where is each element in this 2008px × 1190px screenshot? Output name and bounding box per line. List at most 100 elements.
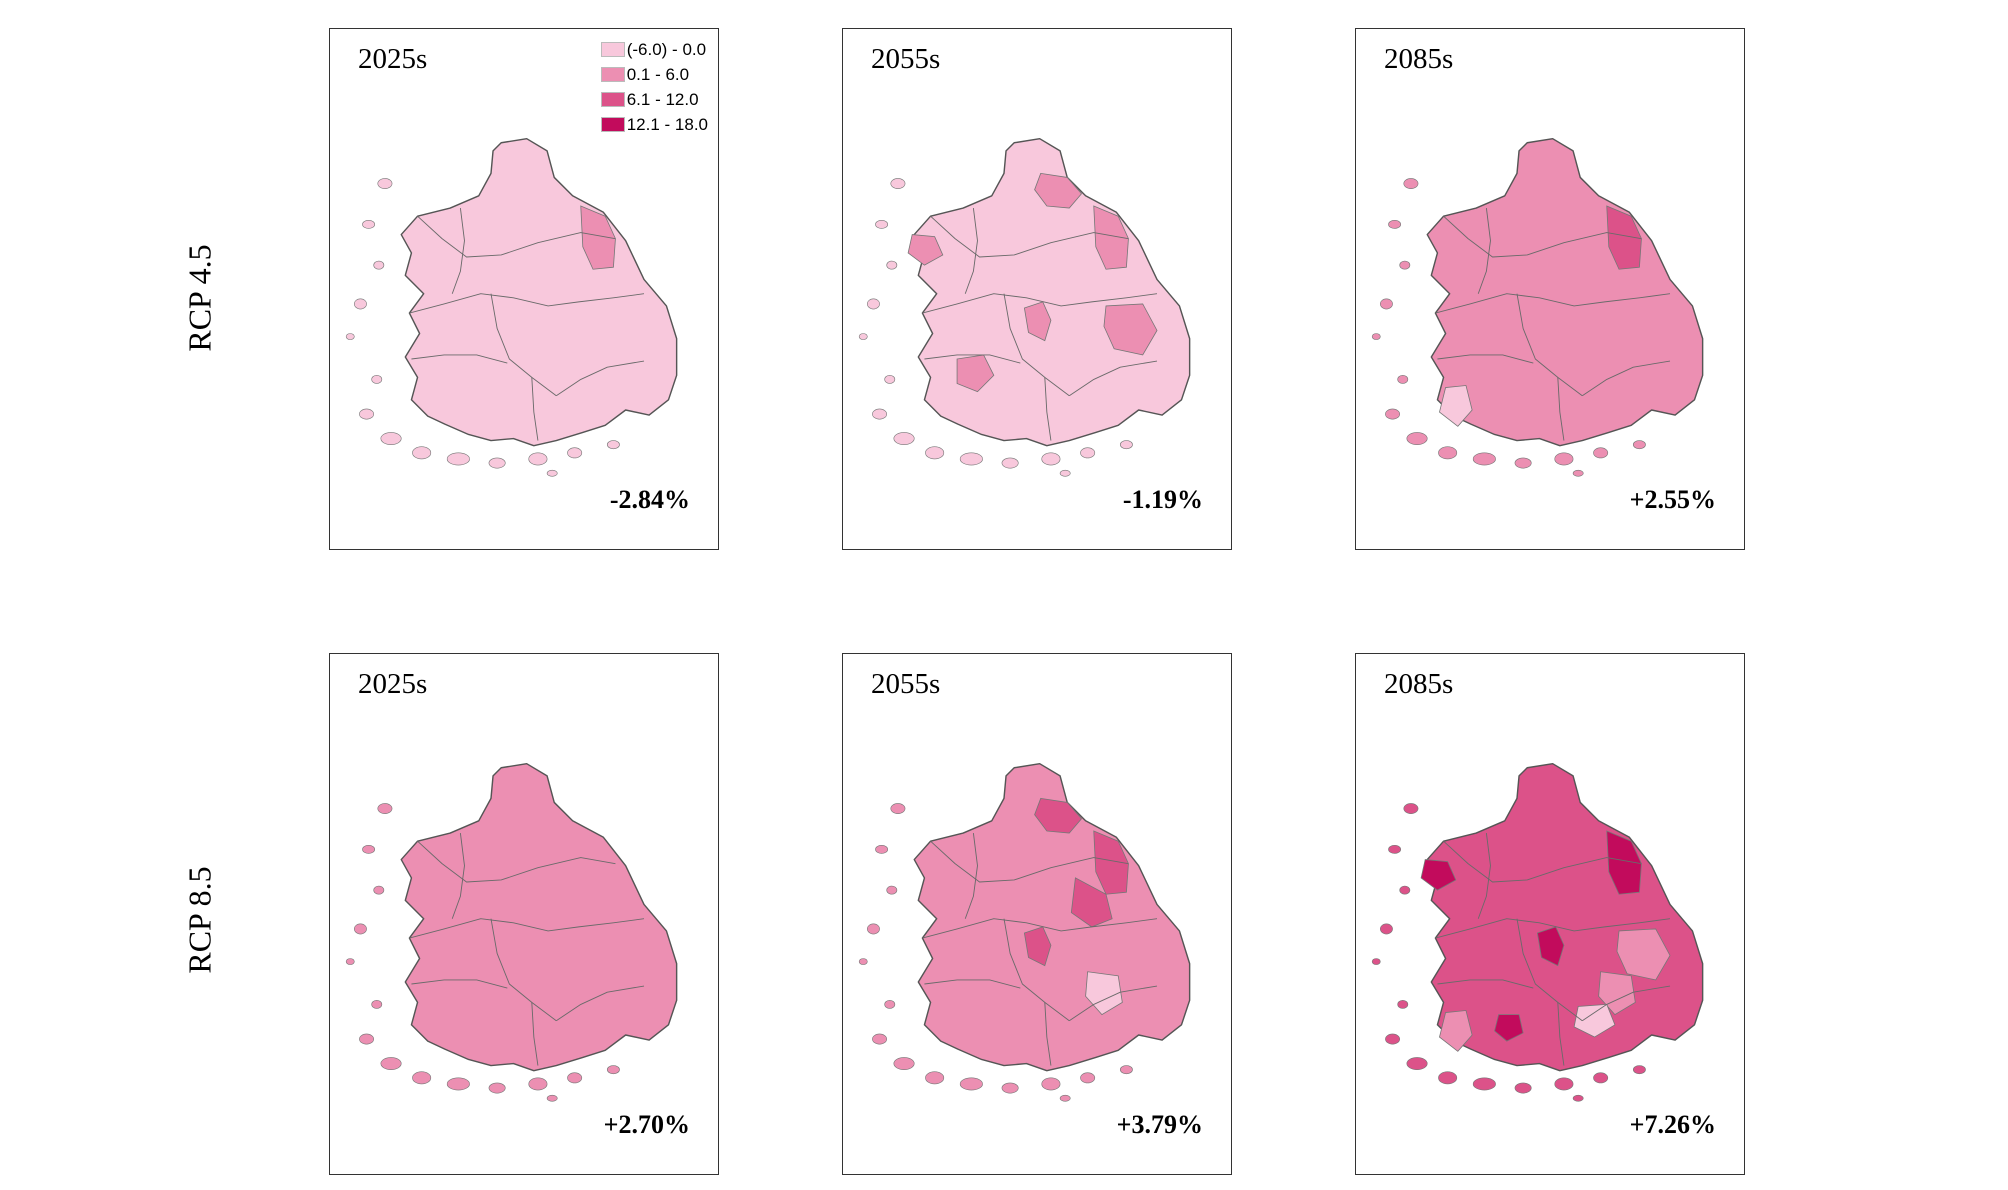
legend-label: (-6.0) - 0.0 xyxy=(626,39,707,59)
region-gangwon-east xyxy=(1093,205,1129,270)
island xyxy=(1399,885,1411,895)
province-border xyxy=(417,840,616,883)
island xyxy=(1632,440,1646,450)
island xyxy=(925,446,945,460)
island xyxy=(1119,440,1133,450)
map-panel-rcp45-2085s: 2085s +2.55% xyxy=(1355,28,1745,550)
island xyxy=(354,298,367,310)
region-gangwon-east xyxy=(1606,830,1642,895)
island xyxy=(1572,469,1584,477)
province-border xyxy=(1435,918,1671,939)
legend-label: 0.1 - 6.0 xyxy=(626,64,690,84)
island xyxy=(488,457,506,469)
province-border xyxy=(1477,207,1491,294)
region-jeonnam-west xyxy=(1439,1010,1473,1052)
province-border xyxy=(1516,293,1583,397)
island xyxy=(1593,447,1609,459)
island xyxy=(884,1000,896,1009)
island xyxy=(893,1057,915,1070)
province-border xyxy=(924,354,1021,364)
province-border xyxy=(411,979,508,989)
legend-item: 6.1 - 12.0 xyxy=(600,87,708,112)
province-border xyxy=(964,207,978,294)
island xyxy=(359,408,375,420)
island xyxy=(1514,1082,1532,1094)
region-gyeongbuk-east xyxy=(1103,303,1158,356)
island xyxy=(925,1071,945,1085)
island xyxy=(371,375,383,384)
island xyxy=(1385,1033,1401,1045)
province-border xyxy=(1069,985,1158,1022)
legend-swatch xyxy=(600,92,625,107)
island xyxy=(1041,452,1061,466)
island xyxy=(1388,844,1402,854)
province-border xyxy=(930,215,1129,258)
province-border xyxy=(417,215,616,258)
island xyxy=(858,333,868,340)
province-border xyxy=(1516,918,1583,1022)
island xyxy=(1059,469,1071,477)
province-border xyxy=(1069,360,1158,397)
region-jeonnam-west xyxy=(1439,385,1473,427)
province-border xyxy=(964,832,978,919)
island xyxy=(1406,432,1428,445)
island xyxy=(373,885,385,895)
province-border xyxy=(930,840,1129,883)
region-gangwon-east xyxy=(1606,205,1642,270)
island xyxy=(606,1065,620,1075)
island xyxy=(412,446,432,460)
province-border xyxy=(531,377,539,441)
province-border xyxy=(1477,832,1491,919)
island xyxy=(377,178,393,189)
province-border xyxy=(490,918,557,1022)
island xyxy=(1438,446,1458,460)
landmass xyxy=(1426,137,1704,447)
map-panel-rcp85-2085s: 2085s +7.26% xyxy=(1355,653,1745,1175)
island xyxy=(380,432,402,445)
province-border xyxy=(1443,840,1642,883)
island xyxy=(362,844,376,854)
map-panel-rcp45-2055s: 2055s -1.19% xyxy=(842,28,1232,550)
island xyxy=(1041,1077,1061,1091)
island xyxy=(362,219,376,229)
region-gyeongnam xyxy=(1573,1003,1616,1038)
map-panel-rcp85-2055s: 2055s +3.79% xyxy=(842,653,1232,1175)
island xyxy=(1472,1077,1496,1091)
island xyxy=(1572,1094,1584,1102)
province-border xyxy=(1044,377,1052,441)
legend: (-6.0) - 0.0 0.1 - 6.0 6.1 - 12.0 12.1 -… xyxy=(600,37,708,137)
island xyxy=(1397,375,1409,384)
island xyxy=(446,452,470,466)
island xyxy=(345,958,355,965)
island xyxy=(893,432,915,445)
island xyxy=(875,219,889,229)
island xyxy=(1593,1072,1609,1084)
island xyxy=(1080,1072,1096,1084)
province-border xyxy=(1582,360,1671,397)
region-chungbuk xyxy=(1023,926,1052,967)
change-value: +3.79% xyxy=(1116,1110,1203,1139)
korea-choropleth-map xyxy=(1371,762,1704,1102)
province-border xyxy=(1435,293,1671,314)
province-border xyxy=(556,360,645,397)
island xyxy=(886,260,898,270)
korea-choropleth-map xyxy=(858,137,1191,477)
island xyxy=(867,923,880,935)
region-coast-west xyxy=(907,234,944,266)
island xyxy=(373,260,385,270)
legend-swatch xyxy=(600,42,625,57)
island xyxy=(345,333,355,340)
province-border xyxy=(409,293,645,314)
province-border xyxy=(1557,1002,1565,1066)
korea-choropleth-map xyxy=(1371,137,1704,477)
province-border xyxy=(1443,215,1642,258)
province-border xyxy=(922,293,1158,314)
province-border xyxy=(924,979,1021,989)
period-label: 2025s xyxy=(358,668,428,700)
island xyxy=(546,1094,558,1102)
row-label-rcp45: RCP 4.5 xyxy=(181,244,218,352)
island xyxy=(1554,1077,1574,1091)
province-border xyxy=(1437,354,1534,364)
region-gangwon-east xyxy=(1093,830,1129,895)
province-border xyxy=(1003,918,1070,1022)
